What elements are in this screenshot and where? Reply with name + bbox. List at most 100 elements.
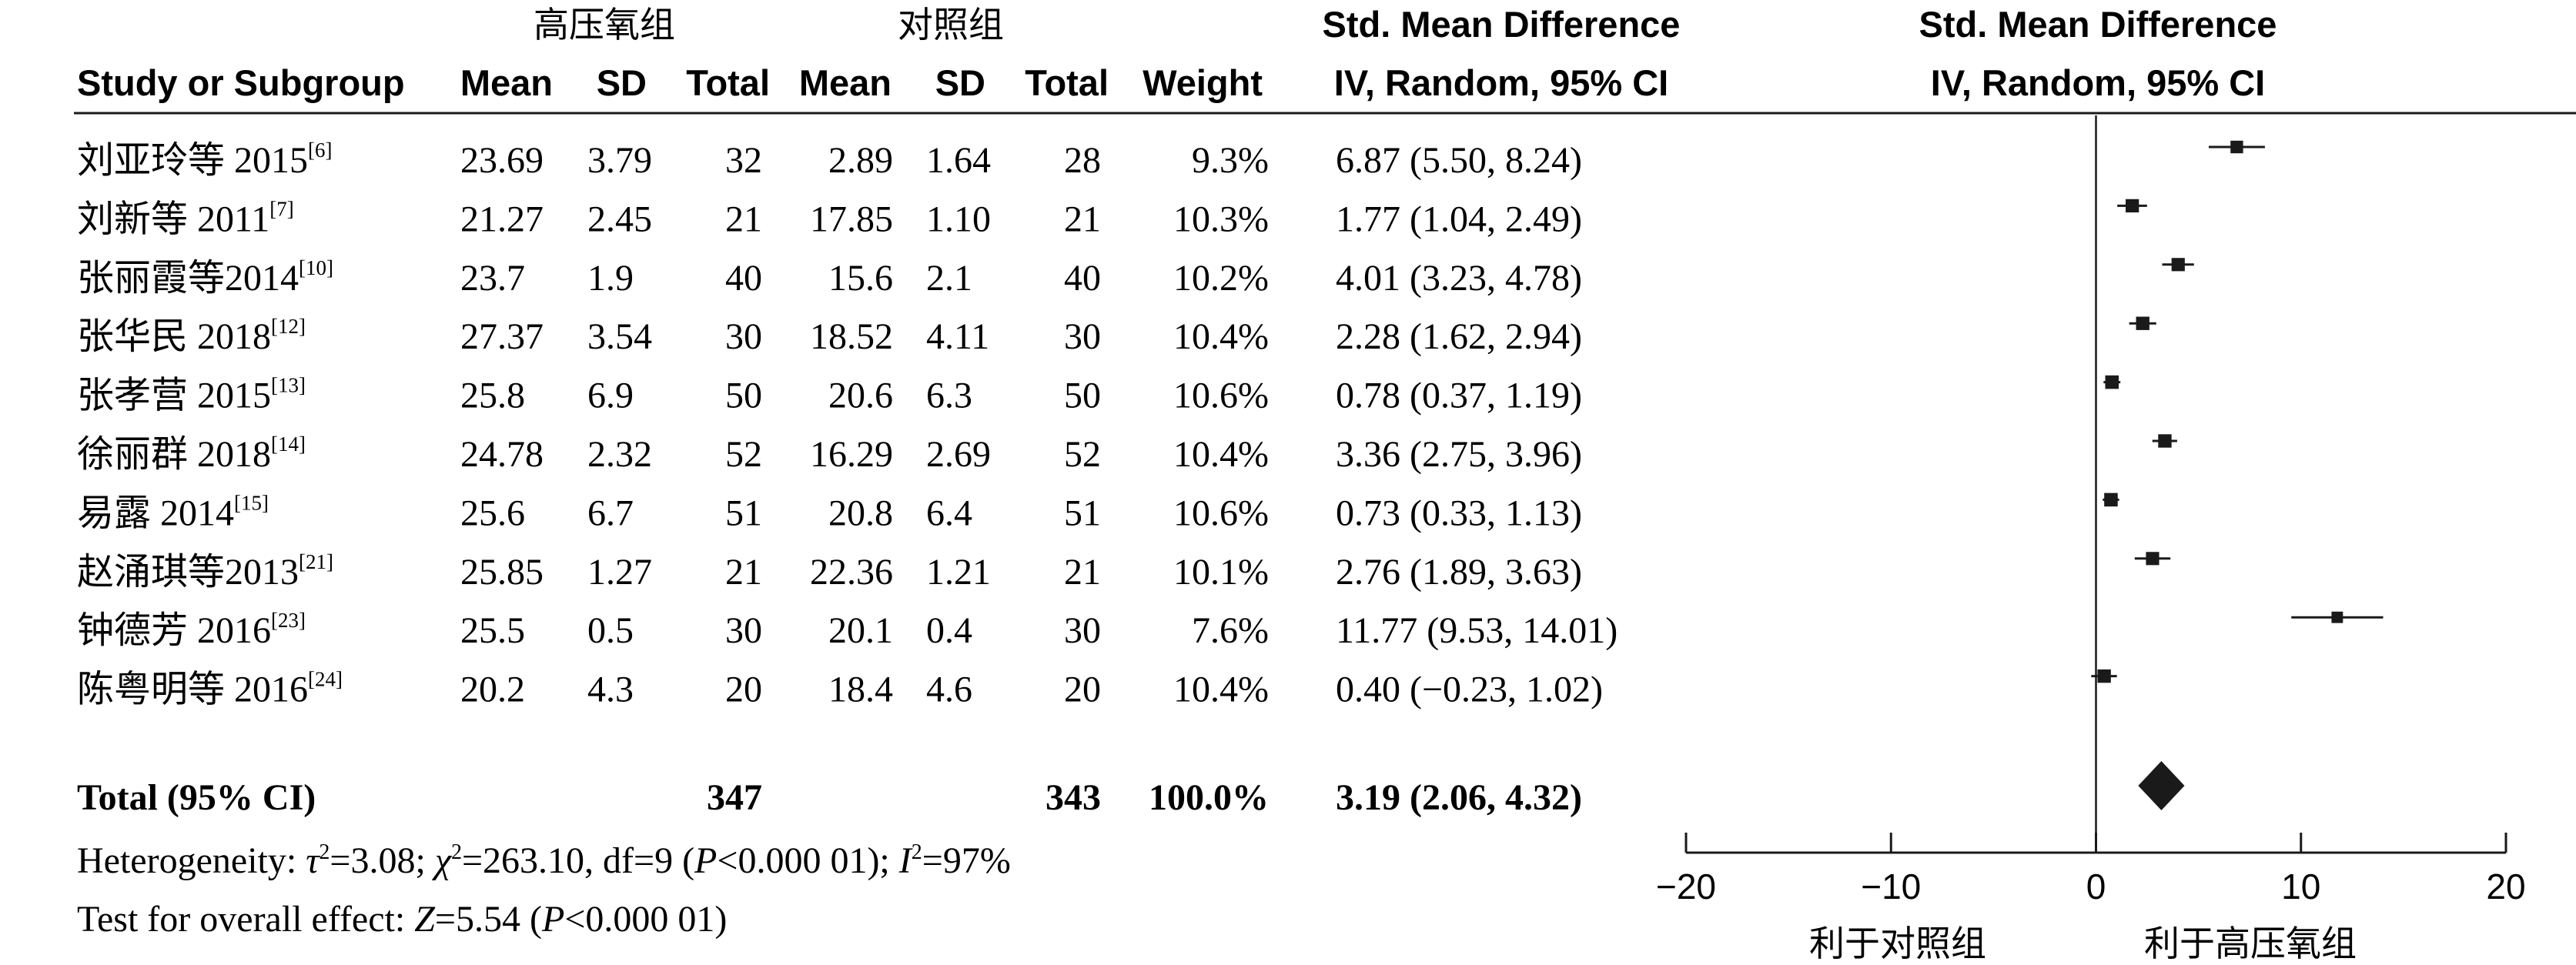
x-tick-label: −10 — [1861, 866, 1921, 907]
favours-control-label: 利于对照组 — [1809, 923, 1986, 964]
row-e-mean: 25.6 — [460, 493, 525, 533]
row-c-total: 51 — [1064, 493, 1101, 533]
row-weight: 10.3% — [1173, 199, 1269, 239]
row-e-total: 20 — [725, 669, 762, 710]
study-point-estimate — [2146, 552, 2159, 566]
header-table-ci: IV, Random, 95% CI — [1334, 62, 1668, 103]
study-name: 张丽霞等2014[10] — [77, 256, 333, 299]
row-c-total: 50 — [1064, 376, 1101, 416]
row-c-sd: 2.1 — [926, 258, 972, 299]
row-ci-text: 0.73 (0.33, 1.13) — [1336, 493, 1582, 533]
forest-plot: −20 −10 0 10 20 — [1656, 115, 2526, 907]
row-e-sd: 3.79 — [587, 140, 652, 181]
row-c-sd: 6.3 — [926, 376, 972, 416]
row-weight: 7.6% — [1192, 610, 1269, 651]
row-ci-text: 3.36 (2.75, 3.96) — [1336, 434, 1582, 475]
total-exp-n: 347 — [707, 777, 762, 818]
row-c-sd: 0.4 — [926, 610, 972, 651]
row-c-mean: 17.85 — [810, 199, 893, 239]
row-e-total: 30 — [725, 316, 762, 357]
total-weight: 100.0% — [1149, 777, 1269, 818]
row-e-mean: 20.2 — [460, 669, 525, 710]
row-c-mean: 16.29 — [810, 434, 893, 475]
row-c-total: 20 — [1064, 669, 1101, 710]
control-group-header: 对照组 — [898, 4, 1004, 45]
study-point-estimate — [2331, 611, 2343, 623]
header-weight: Weight — [1142, 62, 1263, 103]
row-c-mean: 22.36 — [810, 552, 893, 593]
row-weight: 9.3% — [1192, 140, 1269, 181]
x-tick-label: −20 — [1656, 866, 1716, 907]
row-c-sd: 6.4 — [926, 493, 972, 533]
column-headers: Study or Subgroup Mean SD Total Mean SD … — [77, 62, 2265, 103]
row-e-sd: 1.27 — [587, 552, 652, 593]
row-c-mean: 20.1 — [828, 610, 893, 651]
row-c-total: 30 — [1064, 316, 1101, 357]
row-e-total: 30 — [725, 610, 762, 651]
row-c-sd: 1.64 — [926, 140, 991, 181]
study-point-estimate — [2230, 140, 2243, 154]
row-e-sd: 6.9 — [587, 376, 634, 416]
row-e-sd: 0.5 — [587, 610, 634, 651]
row-e-total: 21 — [725, 199, 762, 239]
x-tick-label: 0 — [2086, 866, 2106, 907]
row-c-mean: 18.4 — [828, 669, 893, 710]
row-c-sd: 4.11 — [926, 316, 989, 357]
row-ci-text: 2.76 (1.89, 3.63) — [1336, 552, 1582, 593]
x-tick-label: 20 — [2486, 866, 2525, 907]
row-e-sd: 3.54 — [587, 316, 652, 357]
row-c-mean: 15.6 — [828, 258, 893, 299]
row-e-mean: 27.37 — [460, 316, 544, 357]
row-ci-text: 11.77 (9.53, 14.01) — [1336, 610, 1618, 651]
total-row: Total (95% CI) 347 343 100.0% 3.19 (2.06… — [77, 777, 1582, 818]
study-name: 刘新等 2011[7] — [77, 197, 294, 239]
header-exp-total: Total — [686, 62, 770, 103]
study-point-estimate — [2171, 258, 2185, 272]
row-weight: 10.4% — [1173, 434, 1269, 475]
row-c-total: 52 — [1064, 434, 1101, 475]
row-e-total: 40 — [725, 258, 762, 299]
row-c-mean: 18.52 — [810, 316, 893, 357]
row-e-mean: 21.27 — [460, 199, 544, 239]
study-point-estimate — [2125, 199, 2139, 213]
study-name: 徐丽群 2018[14] — [77, 432, 306, 475]
row-c-mean: 20.8 — [828, 493, 893, 533]
row-c-sd: 1.21 — [926, 552, 991, 593]
header-exp-mean: Mean — [460, 62, 553, 103]
row-c-total: 21 — [1064, 552, 1101, 593]
experimental-group-header: 高压氧组 — [534, 4, 675, 45]
row-e-total: 32 — [725, 140, 762, 181]
study-point-estimate — [2097, 669, 2111, 683]
row-ci-text: 2.28 (1.62, 2.94) — [1336, 316, 1582, 357]
row-e-total: 50 — [725, 376, 762, 416]
row-e-sd: 1.9 — [587, 258, 634, 299]
overall-effect-text: Test for overall effect: Z=5.54 (P<0.000… — [77, 899, 727, 940]
row-e-mean: 25.5 — [460, 610, 525, 651]
plot-effect-title: Std. Mean Difference — [1919, 4, 2277, 45]
header-plot-ci: IV, Random, 95% CI — [1931, 62, 2265, 103]
row-weight: 10.6% — [1173, 493, 1269, 533]
row-e-sd: 2.45 — [587, 199, 652, 239]
study-point-estimate — [2104, 493, 2118, 507]
row-e-total: 52 — [725, 434, 762, 475]
row-e-mean: 23.69 — [460, 140, 544, 181]
row-ci-text: 4.01 (3.23, 4.78) — [1336, 258, 1582, 299]
study-point-estimate — [2105, 375, 2119, 389]
study-name: 赵涌琪等2013[21] — [77, 550, 333, 593]
study-name: 钟德芳 2016[23] — [77, 609, 306, 651]
row-c-sd: 2.69 — [926, 434, 991, 475]
row-e-sd: 4.3 — [587, 669, 634, 710]
row-weight: 10.1% — [1173, 552, 1269, 593]
header-ctrl-sd: SD — [935, 62, 985, 103]
study-name: 陈粤明等 2016[24] — [77, 668, 343, 710]
study-name: 刘亚玲等 2015[6] — [77, 139, 333, 181]
row-ci-text: 6.87 (5.50, 8.24) — [1336, 140, 1582, 181]
pooled-effect-diamond — [2138, 761, 2185, 810]
row-c-total: 40 — [1064, 258, 1101, 299]
row-c-total: 21 — [1064, 199, 1101, 239]
row-e-mean: 24.78 — [460, 434, 544, 475]
row-e-mean: 23.7 — [460, 258, 525, 299]
header-exp-sd: SD — [597, 62, 647, 103]
table-effect-title: Std. Mean Difference — [1323, 4, 1681, 45]
